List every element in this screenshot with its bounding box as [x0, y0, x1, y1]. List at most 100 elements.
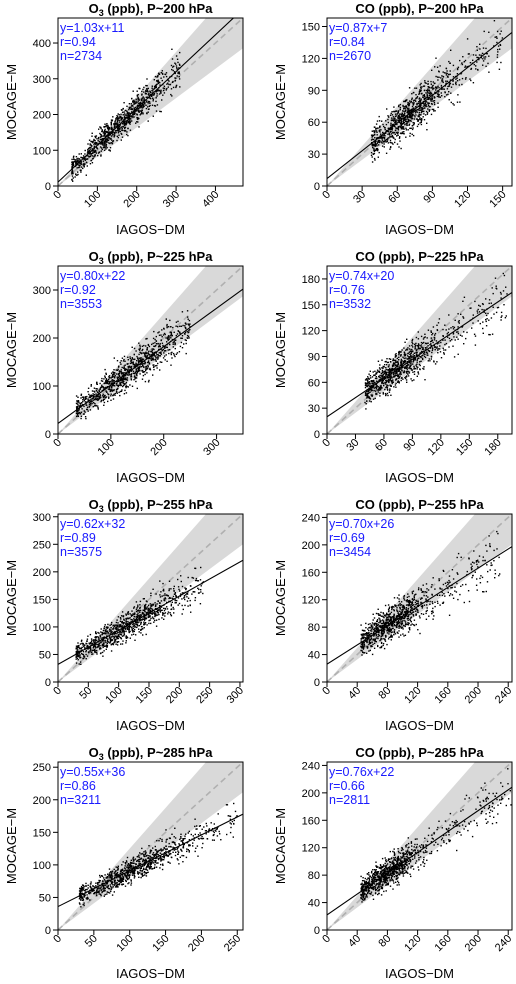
data-point: [105, 629, 107, 631]
data-point: [145, 96, 147, 98]
x-tick-label: 300: [201, 437, 222, 458]
data-point: [461, 326, 463, 328]
data-point: [147, 364, 149, 367]
data-point: [138, 368, 140, 370]
data-point: [116, 120, 119, 122]
data-point: [377, 140, 380, 142]
data-point: [80, 663, 82, 665]
data-point: [385, 360, 387, 363]
data-point: [106, 630, 108, 632]
data-point: [163, 89, 165, 92]
data-point: [138, 104, 140, 106]
data-point: [142, 374, 145, 377]
data-point: [112, 625, 114, 627]
data-point: [381, 140, 384, 142]
data-point: [166, 325, 168, 327]
data-point: [116, 392, 118, 394]
data-point: [134, 106, 137, 109]
data-point: [445, 80, 447, 82]
data-point: [495, 285, 497, 287]
data-point: [409, 114, 411, 116]
data-point: [159, 346, 161, 348]
data-point: [104, 645, 106, 647]
data-point: [76, 410, 78, 412]
data-point: [410, 358, 412, 361]
data-point: [149, 368, 151, 370]
data-point: [135, 377, 137, 379]
data-point: [84, 401, 86, 403]
data-point: [127, 368, 129, 371]
y-tick-label: 400: [33, 38, 51, 50]
data-point: [402, 132, 404, 135]
data-point: [123, 619, 125, 621]
data-point: [416, 102, 418, 105]
data-point: [501, 37, 504, 39]
data-point: [131, 619, 133, 621]
data-point: [138, 631, 140, 633]
data-point: [143, 607, 146, 609]
data-point: [137, 604, 139, 606]
data-point: [412, 134, 415, 137]
data-point: [438, 93, 440, 96]
data-point: [387, 127, 390, 130]
data-point: [74, 161, 77, 163]
data-point: [125, 386, 127, 389]
data-point: [502, 272, 504, 275]
data-point: [105, 396, 108, 398]
data-point: [94, 150, 96, 153]
data-point: [410, 367, 412, 370]
data-point: [136, 624, 139, 626]
data-point: [98, 128, 100, 130]
data-point: [437, 79, 439, 81]
data-point: [473, 333, 476, 335]
data-point: [419, 352, 421, 354]
data-point: [401, 123, 403, 125]
data-point: [148, 357, 150, 359]
data-point: [422, 358, 424, 361]
data-point: [162, 73, 164, 75]
data-point: [102, 642, 105, 645]
data-point: [117, 123, 119, 125]
data-point: [159, 607, 161, 609]
data-point: [137, 109, 139, 111]
data-point: [117, 622, 119, 624]
data-point: [365, 393, 367, 395]
data-point: [427, 360, 429, 362]
data-point: [394, 384, 397, 386]
data-point: [157, 358, 159, 360]
data-point: [127, 359, 129, 361]
data-point: [167, 349, 169, 351]
data-point: [150, 356, 152, 358]
data-point: [105, 648, 107, 650]
data-point: [429, 93, 431, 95]
data-point: [402, 360, 405, 363]
data-point: [476, 61, 478, 63]
data-point: [384, 392, 387, 395]
data-point: [120, 618, 122, 620]
data-point: [407, 109, 409, 111]
data-point: [86, 406, 89, 409]
data-point: [381, 138, 383, 140]
data-point: [102, 639, 105, 641]
data-point: [131, 359, 133, 361]
data-point: [149, 91, 151, 93]
data-point: [439, 345, 441, 347]
data-point: [126, 114, 128, 117]
data-point: [405, 357, 407, 359]
plot-area: [58, 514, 243, 682]
data-point: [119, 381, 121, 384]
data-point: [171, 68, 173, 71]
data-point: [154, 615, 156, 617]
data-point: [388, 380, 390, 382]
data-point: [139, 87, 141, 90]
data-point: [424, 104, 426, 106]
data-point: [415, 97, 418, 99]
data-point: [170, 64, 173, 67]
data-point: [399, 106, 402, 109]
data-point: [123, 355, 126, 358]
data-point: [88, 147, 90, 150]
data-point: [103, 401, 106, 404]
data-point: [408, 371, 410, 373]
data-point: [110, 127, 112, 130]
data-point: [100, 628, 102, 630]
